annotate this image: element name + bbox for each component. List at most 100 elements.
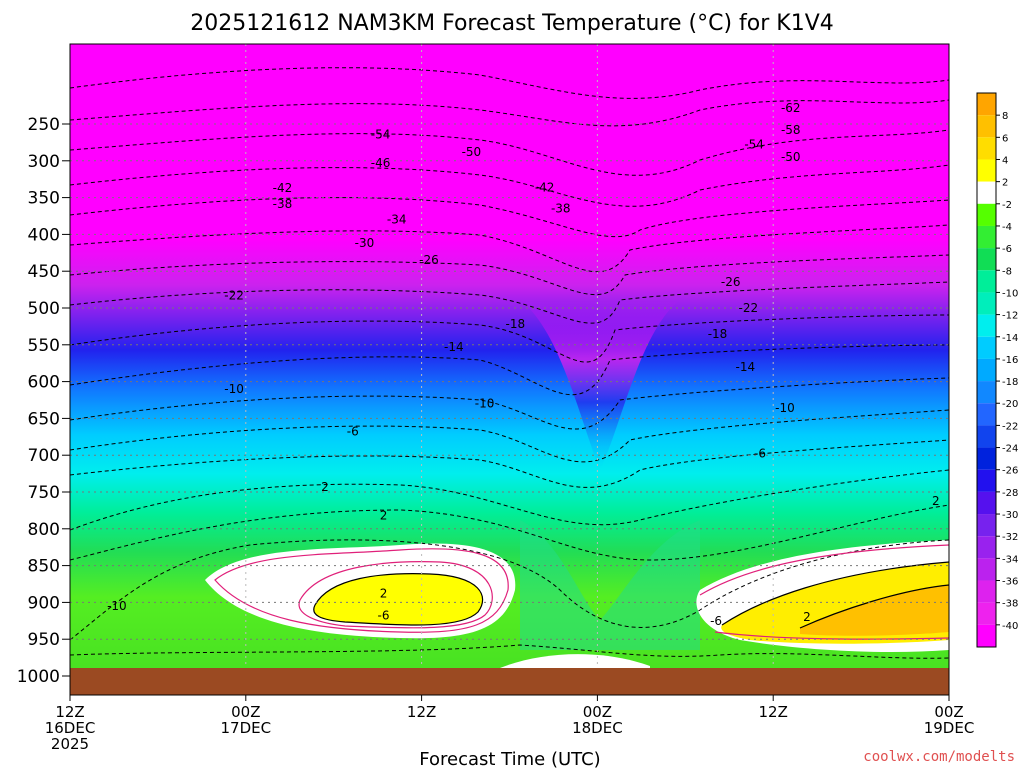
contour-label: -18 bbox=[506, 317, 526, 331]
colorbar: 8 6 4 2 -2 -4 -6 -8 -10 -12 -14 -16 -18 -20 -22 -24 -26 -… bbox=[976, 92, 1018, 648]
colorbar-label: -10 bbox=[1002, 288, 1018, 299]
contour-label: -50 bbox=[781, 150, 801, 164]
black-isotherm-line bbox=[313, 573, 484, 626]
x-tick-label: 12Z bbox=[407, 703, 436, 721]
isotherm-line bbox=[70, 439, 949, 488]
y-tick-label: 650 bbox=[28, 409, 60, 429]
red-isotherm-line bbox=[714, 631, 949, 640]
black-isotherm-line bbox=[721, 561, 949, 626]
colorbar-label: -22 bbox=[1002, 421, 1018, 432]
colorbar-label: -8 bbox=[1002, 266, 1012, 277]
colorbar-label: -24 bbox=[1002, 444, 1018, 455]
colorbar-label: -30 bbox=[1002, 510, 1018, 521]
isotherm-line bbox=[70, 281, 949, 324]
colorbar-swatch bbox=[977, 580, 996, 603]
colorbar-label: -26 bbox=[1002, 466, 1018, 477]
plot-border bbox=[69, 43, 950, 696]
colorbar-label: -2 bbox=[1002, 200, 1012, 211]
colorbar-label: -14 bbox=[1002, 333, 1018, 344]
colorbar-swatch bbox=[977, 115, 996, 138]
x-tick-label: 16DEC bbox=[45, 719, 96, 737]
x-tick-label: 18DEC bbox=[572, 719, 623, 737]
colorbar-label: -18 bbox=[1002, 377, 1018, 388]
y-tick-label: 950 bbox=[28, 630, 60, 650]
colorbar-swatch bbox=[977, 624, 996, 647]
x-tick-label: 00Z bbox=[583, 703, 612, 721]
isotherm-line bbox=[70, 254, 949, 295]
isotherm-line bbox=[70, 644, 949, 659]
cool-lower-region bbox=[520, 520, 700, 650]
y-tick-label: 750 bbox=[28, 483, 60, 503]
chart-title: 2025121612 NAM3KM Forecast Temperature (… bbox=[190, 11, 834, 36]
isotherm-line bbox=[70, 67, 949, 99]
colorbar-swatch bbox=[977, 491, 996, 515]
plot-area bbox=[70, 44, 949, 695]
colorbar-label: -4 bbox=[1002, 222, 1012, 233]
isotherm-line bbox=[70, 164, 949, 207]
y-tick-label: 700 bbox=[28, 446, 60, 466]
colorbar-label: -16 bbox=[1002, 355, 1018, 366]
contour-label: -6 bbox=[378, 609, 390, 623]
x-tick-label: 17DEC bbox=[221, 719, 272, 737]
y-tick-label: 450 bbox=[28, 262, 60, 282]
isotherm-line bbox=[70, 539, 949, 641]
y-tick-label: 850 bbox=[28, 557, 60, 577]
colorbar-label: -40 bbox=[1002, 621, 1018, 632]
contour-label: -46 bbox=[371, 156, 391, 170]
contour-label: -6 bbox=[347, 425, 359, 439]
contour-label: -26 bbox=[419, 253, 439, 267]
contour-label: -42 bbox=[273, 181, 293, 195]
cold-trough-region bbox=[520, 300, 680, 470]
colorbar-label: 2 bbox=[1002, 178, 1008, 189]
colorbar-swatch bbox=[977, 602, 996, 625]
colorbar-swatch bbox=[977, 159, 996, 182]
contour-label: -58 bbox=[781, 123, 801, 137]
x-tick-label: 00Z bbox=[934, 703, 963, 721]
red-isotherm-line bbox=[298, 561, 493, 629]
colorbar-swatch bbox=[977, 447, 996, 470]
colorbar-swatch bbox=[977, 536, 996, 559]
colorbar-label: -6 bbox=[1002, 244, 1012, 255]
contour-label: 2 bbox=[803, 610, 811, 624]
contour-label: -54 bbox=[744, 138, 764, 152]
contour-label: -38 bbox=[551, 202, 571, 216]
colorbar-label: -28 bbox=[1002, 488, 1018, 499]
colorbar-swatch bbox=[977, 137, 996, 160]
warm-core-1 bbox=[313, 573, 483, 625]
y-tick-label: 550 bbox=[28, 336, 60, 356]
colorbar-label: -12 bbox=[1002, 311, 1018, 322]
y-tick-label: 900 bbox=[28, 593, 60, 613]
contour-label: -6 bbox=[710, 614, 722, 628]
colorbar-border bbox=[976, 92, 997, 648]
y-tick-label: 600 bbox=[28, 373, 60, 393]
colorbar-swatch bbox=[977, 336, 996, 359]
colorbar-swatch bbox=[977, 203, 996, 226]
isotherm-line bbox=[70, 344, 949, 396]
y-tick-label: 250 bbox=[28, 115, 60, 135]
y-tick-label: 350 bbox=[28, 189, 60, 209]
isotherm-line bbox=[70, 504, 949, 561]
colorbar-swatch bbox=[977, 358, 996, 382]
contour-label: 2 bbox=[321, 480, 329, 494]
colorbar-label: -34 bbox=[1002, 554, 1018, 565]
black-isotherm-line bbox=[799, 584, 949, 629]
colorbar-label: 6 bbox=[1002, 133, 1008, 144]
colorbar-label: -20 bbox=[1002, 399, 1018, 410]
ground-below-surface bbox=[70, 668, 949, 695]
isotherm-line bbox=[70, 224, 949, 273]
contour-label: -18 bbox=[708, 327, 728, 341]
contour-label: -10 bbox=[224, 382, 244, 396]
x-tick-label: 19DEC bbox=[924, 719, 975, 737]
contour-label: -22 bbox=[224, 288, 244, 302]
near-surface-warm-band bbox=[500, 654, 650, 672]
contour-label: -22 bbox=[738, 301, 758, 315]
colorbar-label: -32 bbox=[1002, 532, 1018, 543]
x-axis-label: Forecast Time (UTC) bbox=[419, 749, 600, 768]
warm-core-2-peak bbox=[800, 585, 949, 636]
contour-label: 2 bbox=[932, 494, 940, 508]
colorbar-swatch bbox=[977, 558, 996, 581]
colorbar-swatch bbox=[977, 270, 996, 293]
colorbar-swatch bbox=[977, 381, 996, 404]
